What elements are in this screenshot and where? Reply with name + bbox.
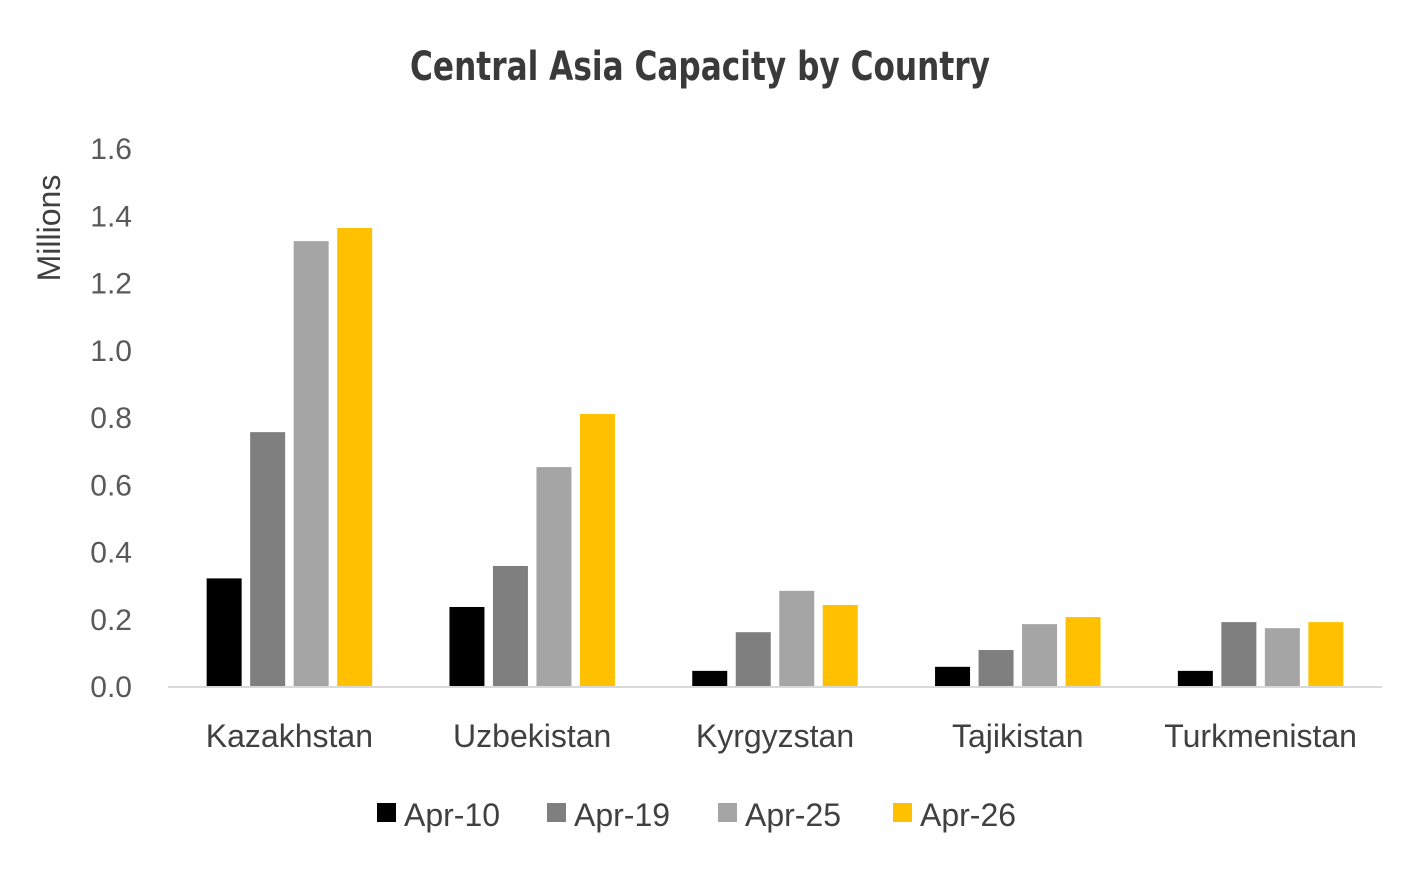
legend-item: Apr-10	[377, 797, 500, 833]
bar-turkmenistan-apr-26	[1308, 622, 1344, 686]
y-tick-label: 0.0	[90, 671, 132, 704]
y-tick-label: 1.4	[90, 200, 132, 233]
y-tick-label: 0.8	[90, 402, 132, 435]
legend-item: Apr-19	[547, 797, 670, 833]
bar-tajikistan-apr-25	[1022, 624, 1058, 686]
bar-uzbekistan-apr-26	[579, 413, 615, 686]
x-tick-label: Uzbekistan	[453, 718, 611, 754]
bar-turkmenistan-apr-19	[1221, 622, 1257, 686]
legend-swatch	[893, 803, 912, 822]
legend-item: Apr-26	[893, 797, 1016, 833]
legend-label: Apr-26	[920, 797, 1016, 833]
bar-tajikistan-apr-10	[935, 666, 971, 686]
bar-tajikistan-apr-19	[978, 650, 1014, 686]
bar-kyrgyzstan-apr-10	[692, 670, 728, 686]
chart-title: Central Asia Capacity by Country	[410, 44, 990, 90]
x-tick-label: Tajikistan	[952, 718, 1084, 754]
y-tick-label: 1.6	[90, 133, 132, 166]
bar-uzbekistan-apr-10	[449, 606, 485, 686]
x-tick-label: Turkmenistan	[1164, 718, 1357, 754]
x-tick-label: Kyrgyzstan	[696, 718, 854, 754]
legend-swatch	[377, 803, 396, 822]
bar-uzbekistan-apr-19	[492, 565, 528, 686]
bar-uzbekistan-apr-25	[536, 467, 572, 686]
bar-turkmenistan-apr-10	[1177, 670, 1213, 686]
legend-label: Apr-19	[574, 797, 670, 833]
legend-item: Apr-25	[718, 797, 841, 833]
bar-kyrgyzstan-apr-19	[735, 632, 771, 686]
bar-kazakhstan-apr-25	[293, 241, 329, 687]
y-axis-label: Millions	[31, 175, 67, 282]
legend-label: Apr-10	[404, 797, 500, 833]
legend-label: Apr-25	[745, 797, 841, 833]
bar-kyrgyzstan-apr-25	[779, 590, 815, 686]
bar-kazakhstan-apr-19	[250, 432, 286, 686]
x-tick-label: Kazakhstan	[206, 718, 373, 754]
bar-tajikistan-apr-26	[1065, 617, 1101, 686]
bar-kyrgyzstan-apr-26	[822, 604, 858, 686]
y-tick-label: 0.6	[90, 469, 132, 502]
legend-swatch	[547, 803, 566, 822]
legend-swatch	[718, 803, 737, 822]
y-tick-label: 1.2	[90, 268, 132, 301]
y-tick-label: 0.4	[90, 537, 132, 570]
y-tick-label: 1.0	[90, 335, 132, 368]
bar-turkmenistan-apr-25	[1264, 628, 1300, 686]
bar-kazakhstan-apr-10	[206, 578, 242, 686]
bar-kazakhstan-apr-26	[337, 228, 373, 686]
y-tick-label: 0.2	[90, 604, 132, 637]
